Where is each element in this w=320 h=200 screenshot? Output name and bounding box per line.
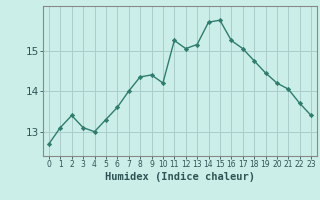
X-axis label: Humidex (Indice chaleur): Humidex (Indice chaleur) [105,172,255,182]
